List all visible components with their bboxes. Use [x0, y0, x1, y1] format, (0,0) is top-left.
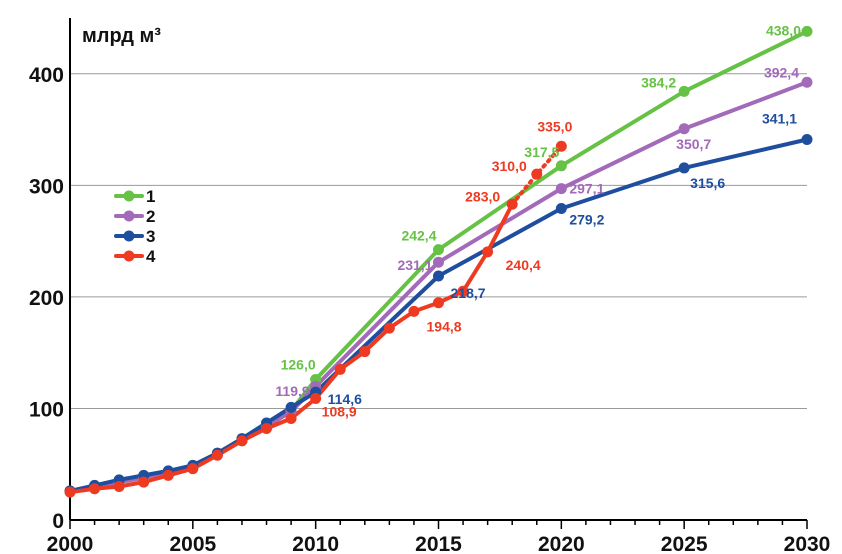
- series-2-point: [801, 76, 813, 88]
- series-4-point: [89, 483, 101, 495]
- series-1-data-label: 317,5: [524, 144, 559, 160]
- legend-item-1: 1: [114, 187, 155, 206]
- series-1-point: [801, 25, 813, 37]
- x-tick-label: 2030: [784, 533, 831, 554]
- series-3-data-label: 218,7: [451, 285, 486, 301]
- series-3-data-label: 279,2: [569, 212, 604, 228]
- series-4-data-label: 335,0: [537, 118, 572, 134]
- series-2-point: [433, 256, 444, 268]
- series-4-data-label: 240,4: [506, 257, 541, 273]
- series-4-point: [138, 476, 150, 488]
- legend-item-3: 3: [114, 227, 155, 246]
- legend-item-4: 4: [114, 247, 156, 266]
- series-4-data-label: 310,0: [492, 158, 527, 174]
- legend-label: 4: [146, 247, 156, 266]
- series-4-point: [383, 322, 395, 334]
- data-labels: 126,0 242,4 317,5 384,2 438,0 119,9 231,1 297,1…: [275, 22, 801, 419]
- series-3-data-label: 341,1: [762, 110, 797, 126]
- series-2-data-label: 350,7: [676, 136, 711, 152]
- series-4-point: [433, 297, 444, 309]
- series-4-data-label: 194,8: [427, 319, 462, 335]
- series-4-point: [482, 246, 494, 258]
- y-tick-label: 100: [29, 398, 64, 421]
- legend-label: 2: [146, 207, 155, 226]
- y-tick-label: 300: [29, 175, 64, 198]
- series-4-data-label: 108,9: [322, 404, 357, 420]
- series-points: [64, 25, 813, 498]
- legend-swatch-marker: [123, 210, 135, 222]
- series-1-data-label: 126,0: [281, 356, 316, 372]
- series-4-projection-point: [531, 168, 543, 180]
- series-4-point: [64, 486, 76, 498]
- series-4-point: [310, 393, 322, 405]
- unit-label: млрд м³: [82, 25, 161, 47]
- series-1-point: [433, 244, 444, 256]
- series-1-data-label: 242,4: [401, 228, 436, 244]
- series-4-point: [334, 363, 346, 375]
- series-2-data-label: 119,9: [275, 383, 309, 399]
- x-tick-label: 2020: [538, 533, 585, 554]
- series-3-point: [433, 270, 444, 282]
- axes: 0 100 200 300 400 2000 2005 2010 2015 2020 2025 203…: [29, 18, 830, 554]
- x-tick-label: 2015: [415, 533, 462, 554]
- legend-item-2: 2: [114, 207, 155, 226]
- series-2-point: [555, 183, 567, 195]
- legend-swatch-marker: [123, 250, 135, 262]
- x-tick-label: 2005: [169, 533, 216, 554]
- series-1-point: [555, 160, 567, 172]
- series-4-data-label: 283,0: [465, 188, 500, 204]
- legend-swatch-marker: [123, 190, 135, 202]
- series-4-point: [285, 412, 297, 424]
- series-3-data-label: 315,6: [690, 175, 725, 191]
- series-4-point: [457, 285, 469, 297]
- series-4-point: [211, 449, 223, 461]
- series-4-point: [187, 463, 199, 475]
- x-tick-label: 2010: [292, 533, 339, 554]
- series-3-point: [285, 401, 297, 413]
- legend-swatch-marker: [123, 230, 135, 242]
- plot-area: [70, 18, 807, 520]
- series-4-point: [408, 305, 420, 317]
- y-tick-label: 200: [29, 287, 64, 310]
- series-3-data-label: 114,6: [328, 391, 362, 407]
- series-2-point: [678, 123, 690, 135]
- series-1-point: [678, 85, 690, 97]
- series-4-projection-point: [555, 140, 567, 152]
- legend-label: 1: [146, 187, 155, 206]
- y-tick-label: 0: [52, 510, 64, 533]
- series-4-point: [113, 481, 125, 493]
- series-2-data-label: 392,4: [764, 64, 799, 80]
- legend-label: 3: [146, 227, 155, 246]
- series-4-point: [261, 423, 273, 435]
- series-2-data-label: 231,1: [397, 257, 432, 273]
- x-tick-label: 2000: [47, 533, 94, 554]
- series-4-point: [236, 435, 248, 447]
- series-4-point: [162, 469, 174, 481]
- series-2-data-label: 297,1: [569, 181, 604, 197]
- series-1-data-label: 438,0: [766, 22, 801, 38]
- series-4-point: [506, 198, 518, 210]
- series-3-point: [678, 162, 690, 174]
- series-1-data-label: 384,2: [641, 74, 676, 90]
- series-3-point: [801, 133, 813, 145]
- y-tick-label: 400: [29, 64, 64, 87]
- gridlines: [70, 73, 807, 409]
- series-3-point: [555, 203, 567, 215]
- series-4-point: [359, 346, 371, 358]
- x-tick-label: 2025: [661, 533, 708, 554]
